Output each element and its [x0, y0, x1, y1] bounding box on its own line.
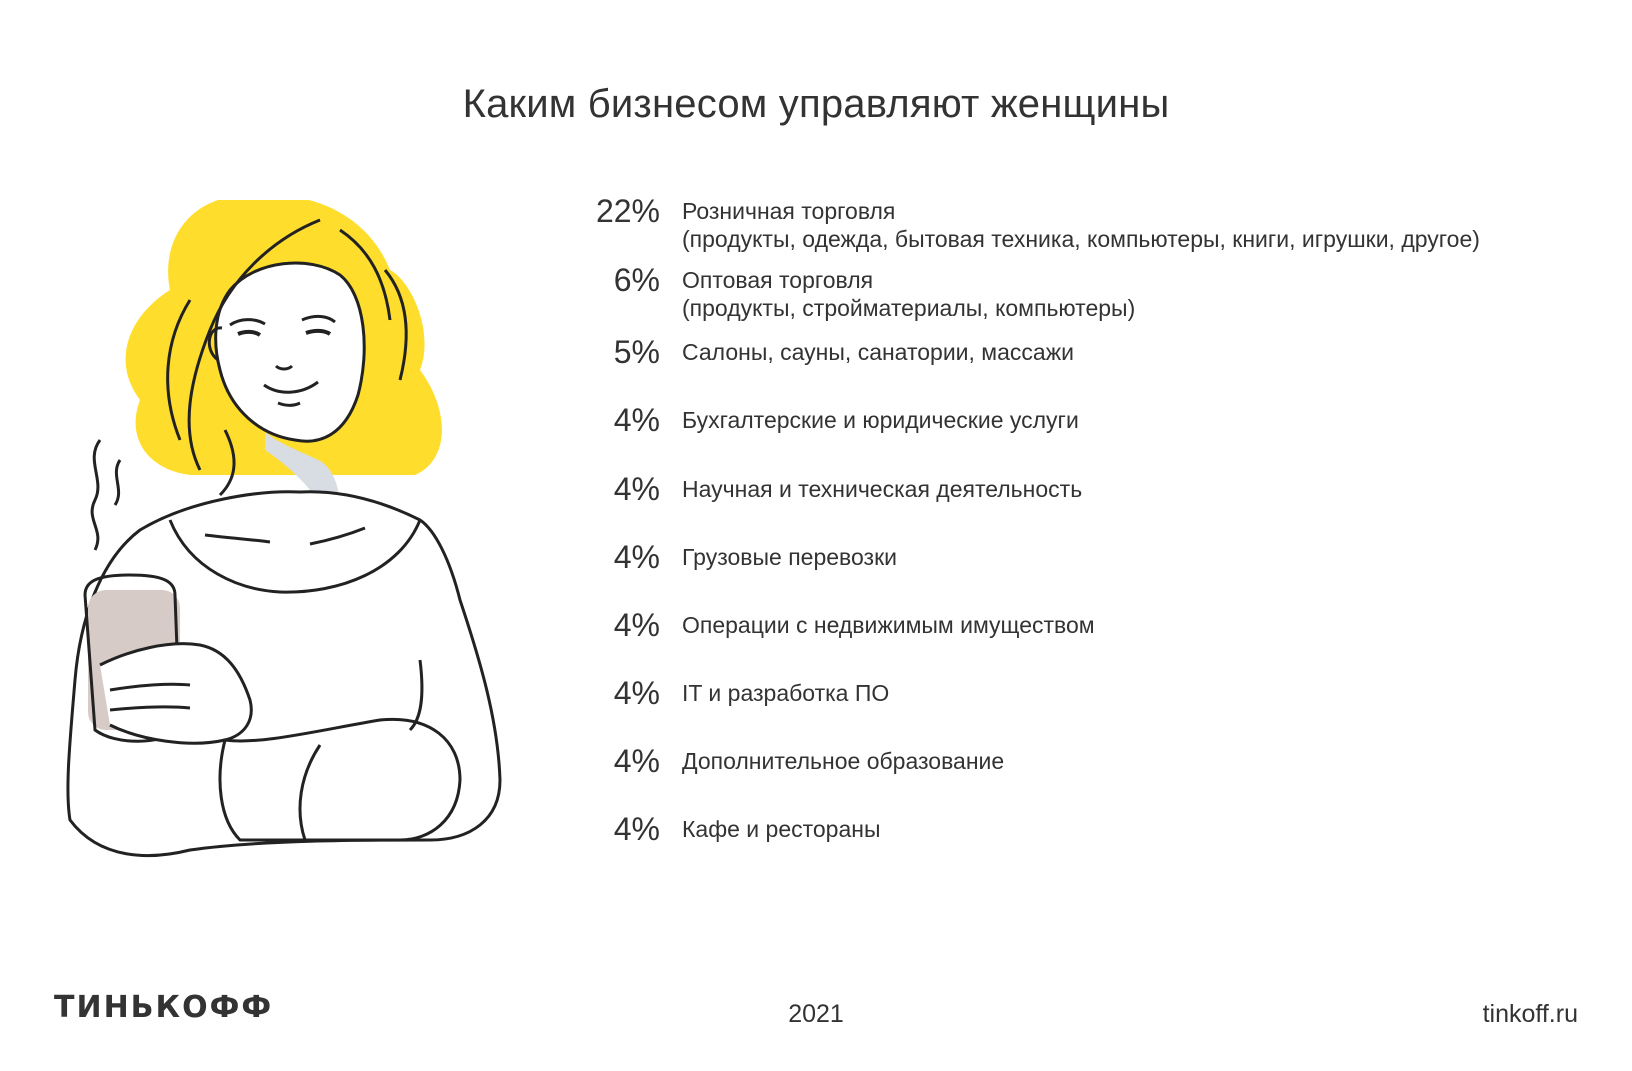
page-title: Каким бизнесом управляют женщины	[462, 82, 1170, 126]
category-name: Салоны, сауны, санатории, массажи	[682, 339, 1074, 365]
hand	[99, 642, 253, 745]
tinkoff-logo: ТИНЬКОФФ	[54, 990, 274, 1025]
category-name: Грузовые перевозки	[682, 544, 897, 570]
percent-value: 22%	[595, 193, 660, 229]
woman-with-coffee-illustration	[66, 200, 502, 858]
website-link[interactable]: tinkoff.ru	[1482, 1000, 1578, 1028]
business-list: 22% Розничная торговля (продукты, одежда…	[560, 0, 1620, 900]
category-name: Научная и техническая деятельность	[682, 476, 1083, 502]
category-name: Операции с недвижимым имуществом	[682, 612, 1095, 638]
category-name: Оптовая торговля	[682, 267, 874, 293]
percent-value: 4%	[613, 811, 660, 847]
category-name: IT и разработка ПО	[682, 680, 890, 706]
percent-value: 4%	[613, 607, 660, 643]
steam-line	[90, 439, 102, 551]
percent-value: 6%	[613, 262, 660, 298]
steam-line	[113, 459, 122, 506]
category-name: Дополнительное образование	[682, 748, 1005, 774]
percent-value: 5%	[613, 334, 660, 370]
list-item-label: Розничная торговля (продукты, одежда, бы…	[682, 197, 1480, 253]
face-shape	[214, 261, 366, 443]
list-item-label: Оптовая торговля (продукты, стройматериа…	[682, 266, 1135, 322]
percent-value: 4%	[613, 675, 660, 711]
category-details: (продукты, стройматериалы, компьютеры)	[682, 295, 1136, 321]
neck-shadow	[265, 432, 340, 510]
coffee-cup	[83, 573, 182, 743]
category-name: Розничная торговля	[682, 198, 896, 224]
category-name: Кафе и рестораны	[682, 816, 881, 842]
year-label: 2021	[788, 1000, 844, 1028]
category-name: Бухгалтерские и юридические услуги	[682, 407, 1079, 433]
category-details: (продукты, одежда, бытовая техника, комп…	[682, 226, 1480, 252]
percent-value: 4%	[613, 539, 660, 575]
percent-value: 4%	[613, 471, 660, 507]
arm	[218, 717, 462, 842]
percent-value: 4%	[613, 402, 660, 438]
percent-value: 4%	[613, 743, 660, 779]
